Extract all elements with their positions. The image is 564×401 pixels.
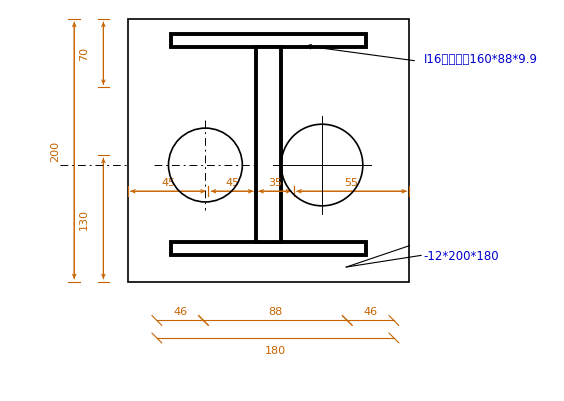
Text: 180: 180 [265, 345, 286, 355]
Text: 130: 130 [79, 209, 89, 229]
Text: 35: 35 [268, 177, 282, 187]
Text: 45: 45 [161, 177, 175, 187]
Bar [171, 242, 365, 256]
Text: 46: 46 [173, 306, 187, 316]
Bar [171, 35, 365, 49]
Text: 88: 88 [268, 306, 283, 316]
Text: 70: 70 [79, 47, 89, 61]
Text: -12*200*180: -12*200*180 [423, 249, 499, 262]
Text: 200: 200 [50, 140, 60, 162]
Text: I16工字钓为160*88*9.9: I16工字钓为160*88*9.9 [424, 53, 538, 65]
Text: 55: 55 [345, 177, 359, 187]
Text: 45: 45 [225, 177, 239, 187]
Bar [256, 49, 281, 242]
Text: 46: 46 [364, 306, 378, 316]
Bar [127, 20, 409, 282]
